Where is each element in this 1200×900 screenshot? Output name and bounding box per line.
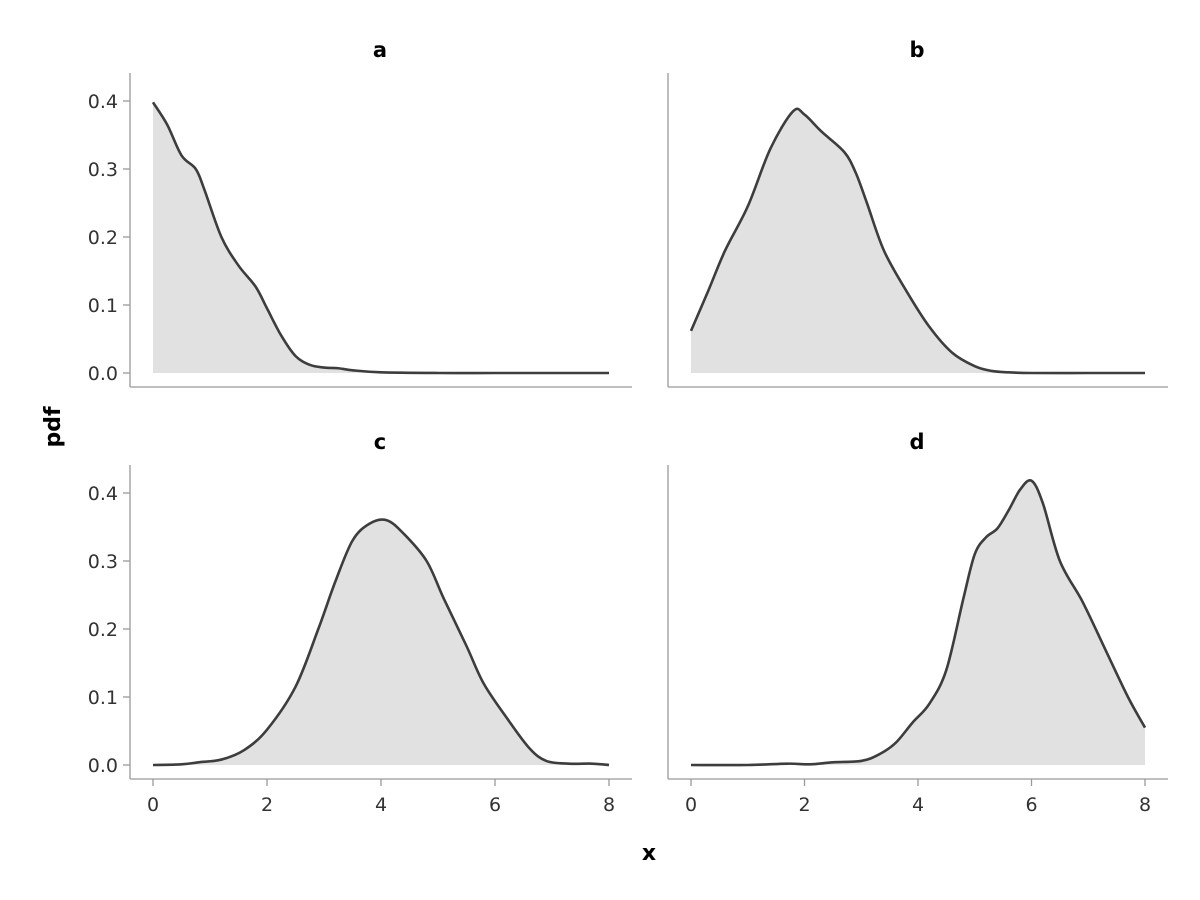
x-axis-title: x bbox=[642, 841, 656, 866]
x-tick-label: 8 bbox=[603, 794, 615, 816]
y-tick-label: 0.0 bbox=[88, 363, 118, 385]
density-area-d bbox=[691, 480, 1145, 766]
x-tick-label: 6 bbox=[1025, 794, 1037, 816]
x-tick-label: 4 bbox=[912, 794, 924, 816]
y-tick-label: 0.4 bbox=[88, 91, 118, 113]
x-tick-label: 4 bbox=[375, 794, 387, 816]
x-tick-label: 2 bbox=[798, 794, 810, 816]
panel-d: d 0 2 4 6 8 bbox=[667, 430, 1168, 816]
density-line-c bbox=[152, 518, 610, 767]
y-tick-label: 0.0 bbox=[88, 755, 118, 777]
y-tick-label: 0.4 bbox=[88, 483, 118, 505]
y-tick-label: 0.1 bbox=[88, 295, 118, 317]
density-line-d bbox=[690, 479, 1147, 767]
panels: a 0.0 0.1 0.2 0.3 0.4 b c 0.0 0.1 0.2 0.3 0.4 0 2 4 6 8 d 0… bbox=[88, 38, 1168, 816]
density-line-a bbox=[151, 101, 609, 375]
panel-a: a 0.0 0.1 0.2 0.3 0.4 bbox=[88, 38, 632, 388]
panel-title: b bbox=[909, 38, 924, 62]
y-tick-label: 0.1 bbox=[88, 687, 118, 709]
panel-b: b bbox=[667, 38, 1168, 388]
x-tick-label: 0 bbox=[685, 794, 697, 816]
panel-title: a bbox=[373, 38, 387, 62]
panel-title: d bbox=[909, 430, 924, 454]
panel-c: c 0.0 0.1 0.2 0.3 0.4 0 2 4 6 8 bbox=[88, 430, 632, 816]
density-area-c bbox=[153, 519, 609, 765]
x-tick-label: 6 bbox=[489, 794, 501, 816]
y-tick-label: 0.2 bbox=[88, 227, 118, 249]
y-tick-label: 0.2 bbox=[88, 619, 118, 641]
x-tick-label: 8 bbox=[1139, 794, 1151, 816]
density-area-a bbox=[153, 102, 609, 374]
x-tick-label: 0 bbox=[147, 794, 159, 816]
x-tick-label: 2 bbox=[261, 794, 273, 816]
y-tick-label: 0.3 bbox=[88, 551, 118, 573]
density-area-b bbox=[691, 108, 1145, 374]
y-axis-title: pdf bbox=[41, 406, 66, 447]
y-tick-label: 0.3 bbox=[88, 159, 118, 181]
panel-title: c bbox=[374, 430, 386, 454]
density-line-b bbox=[689, 107, 1145, 375]
